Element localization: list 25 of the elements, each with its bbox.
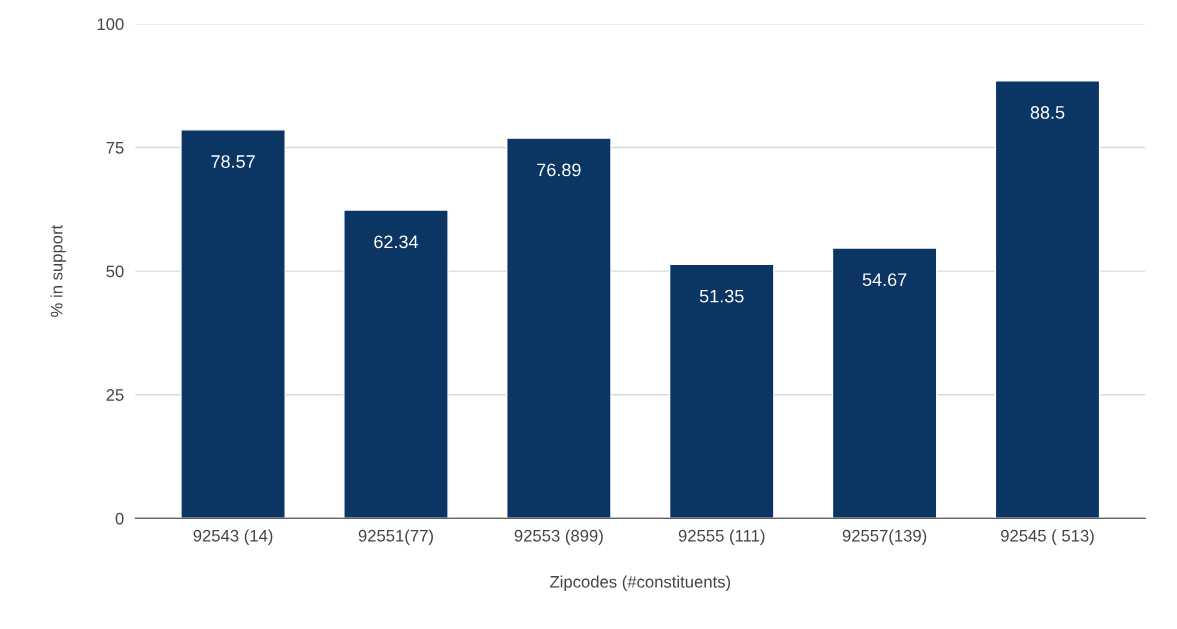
- bar: [994, 80, 1101, 519]
- x-tick-label: 92555 (111): [678, 529, 765, 545]
- data-label: 51.35: [699, 289, 744, 303]
- x-tick-label: 92557(139): [842, 529, 927, 545]
- bar: [506, 137, 612, 519]
- bar: [343, 209, 449, 519]
- data-label: 88.5: [1030, 106, 1065, 119]
- data-label: 78.57: [211, 155, 255, 168]
- bar: [668, 263, 775, 519]
- x-tick-label: 92553 (899): [514, 529, 603, 545]
- bar: [831, 247, 938, 519]
- y-tick-label: 75: [106, 142, 124, 154]
- x-tick-label: 92545 ( 513): [1001, 529, 1094, 545]
- y-tick-label: 50: [106, 265, 124, 278]
- y-tick-label: 25: [106, 389, 124, 401]
- data-label: 76.89: [537, 163, 581, 177]
- bar: [180, 129, 286, 519]
- data-label: 62.34: [374, 235, 419, 249]
- x-axis-title: Zipcodes (#constituents): [550, 575, 731, 592]
- x-tick-label: 92543 (14): [193, 529, 273, 545]
- y-tick-label: 100: [97, 18, 124, 31]
- y-tick-label: 0: [115, 512, 124, 525]
- x-tick-label: 92551(77): [358, 529, 433, 545]
- data-label: 54.67: [862, 273, 907, 287]
- y-axis-title: % in support: [50, 224, 66, 317]
